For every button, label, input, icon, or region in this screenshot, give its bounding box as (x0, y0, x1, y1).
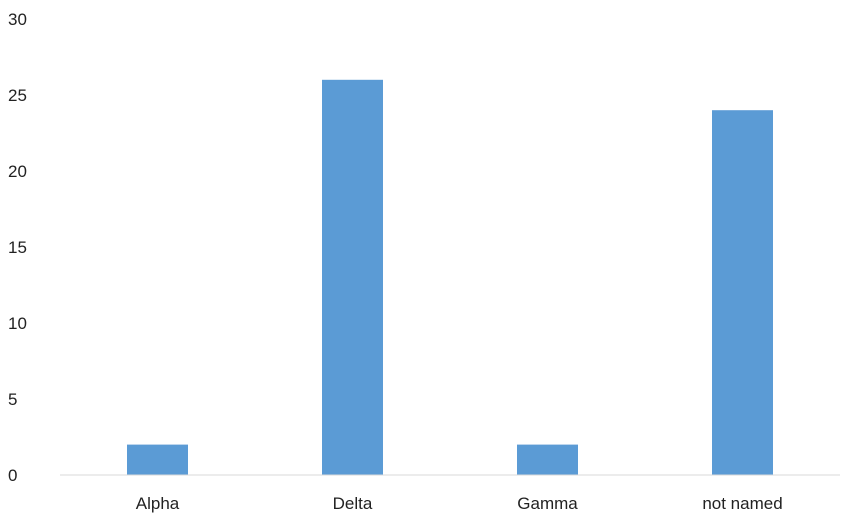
y-tick-label: 20 (8, 162, 27, 181)
x-tick-label: Delta (333, 494, 373, 513)
x-axis-tick-labels: Alpha Delta Gamma not named (136, 494, 783, 513)
y-tick-label: 30 (8, 10, 27, 29)
bar-not-named (712, 110, 773, 475)
x-tick-label: Gamma (517, 494, 578, 513)
x-tick-label: not named (702, 494, 782, 513)
x-tick-label: Alpha (136, 494, 180, 513)
y-tick-label: 25 (8, 86, 27, 105)
bar-delta (322, 79, 383, 476)
y-tick-label: 15 (8, 238, 27, 257)
y-tick-label: 0 (8, 466, 17, 485)
bar-alpha (127, 444, 188, 475)
y-axis-tick-labels: 0 5 10 15 20 25 30 (8, 10, 27, 485)
bar-series (127, 79, 773, 476)
y-tick-label: 5 (8, 390, 17, 409)
bar-gamma (517, 444, 578, 475)
y-tick-label: 10 (8, 314, 27, 333)
